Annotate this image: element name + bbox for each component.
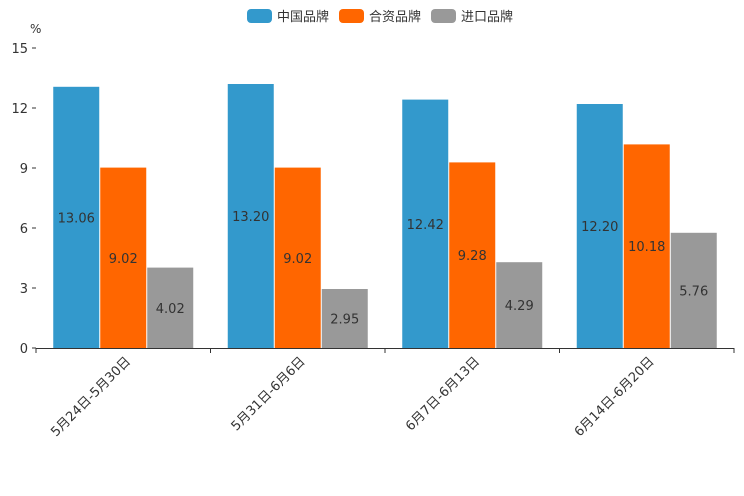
bar (53, 86, 100, 349)
legend-item[interactable]: 合资品牌 (339, 9, 421, 25)
y-tick-label: 15 (11, 42, 28, 57)
y-tick-label: 3 (20, 282, 28, 297)
x-category-label: 6月7日-6月13日 (403, 354, 483, 434)
legend-label: 合资品牌 (369, 9, 421, 25)
x-category-label: 5月31日-6月6日 (229, 354, 309, 434)
bar (227, 84, 274, 348)
legend-label: 进口品牌 (461, 9, 513, 25)
legend-swatch (431, 9, 456, 23)
x-axis: 5月24日-5月30日 5月31日-6月6日 6月7日-6月13日 6月14日-6月2… (35, 348, 735, 440)
bar (670, 232, 717, 348)
bar (449, 162, 496, 348)
bar (496, 262, 543, 348)
bars: 13.06 9.02 4.02 13.20 9.02 2.95 12.42 9.28 4.29 1… (53, 84, 717, 349)
y-tick-label: 6 (20, 222, 28, 237)
y-tick-label: 0 (20, 342, 28, 357)
bar (100, 167, 147, 348)
legend-item[interactable]: 中国品牌 (247, 9, 329, 25)
bar (321, 289, 368, 348)
bar-value-label: 4.29 (505, 299, 534, 314)
bar (623, 144, 670, 348)
legend-swatch (339, 9, 364, 23)
legend-swatch (247, 9, 272, 23)
bar (402, 99, 449, 348)
legend-label: 中国品牌 (277, 9, 329, 25)
y-tick-label: 12 (11, 102, 28, 117)
bar-value-label: 9.28 (458, 249, 487, 264)
bar-value-label: 10.18 (628, 240, 665, 255)
bar-value-label: 5.76 (679, 284, 708, 299)
bar-value-label: 9.02 (283, 252, 312, 267)
bar (274, 167, 321, 348)
y-tick-label: 9 (20, 162, 28, 177)
bar-value-label: 9.02 (109, 252, 138, 267)
bar-value-label: 2.95 (330, 313, 359, 328)
bar (147, 267, 194, 348)
bar (576, 104, 623, 348)
y-axis-unit-label: % (30, 22, 41, 36)
x-category-label: 5月24日-5月30日 (48, 354, 134, 440)
legend: 中国品牌 合资品牌 进口品牌 (247, 9, 513, 25)
bar-value-label: 12.42 (407, 218, 444, 233)
x-category-label: 6月14日-6月20日 (572, 354, 658, 440)
y-axis: 0 3 6 9 12 15 (11, 42, 36, 357)
legend-item[interactable]: 进口品牌 (431, 9, 513, 25)
bar-value-label: 13.06 (58, 211, 95, 226)
bar-value-label: 12.20 (581, 220, 618, 235)
bar-value-label: 13.20 (232, 210, 269, 225)
bar-value-label: 4.02 (156, 302, 185, 317)
